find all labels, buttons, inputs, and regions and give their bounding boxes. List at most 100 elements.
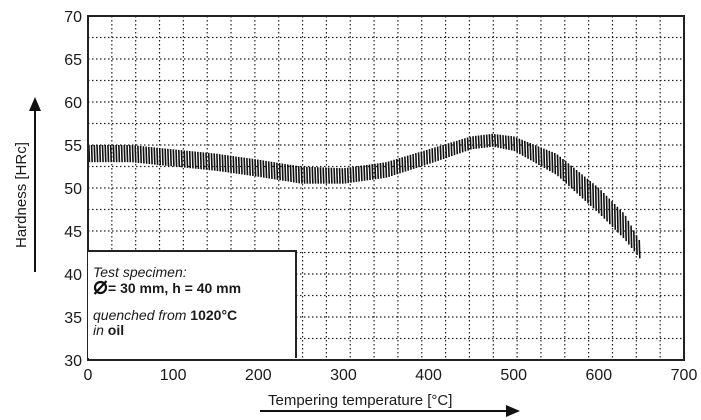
x-tick-label: 200 xyxy=(245,367,272,384)
y-tick-label: 35 xyxy=(64,310,82,327)
band-hatch-stroke xyxy=(632,230,636,252)
band-hatch-stroke xyxy=(158,147,162,166)
band-hatch-stroke xyxy=(207,152,211,171)
band-hatch-stroke xyxy=(594,185,598,211)
band-hatch-stroke xyxy=(485,134,489,148)
band-hatch-stroke xyxy=(553,152,557,175)
band-hatch-stroke xyxy=(251,158,254,177)
band-hatch-stroke xyxy=(401,157,404,173)
band-hatch-stroke xyxy=(112,144,115,163)
band-hatch-stroke xyxy=(499,134,502,149)
band-hatch-stroke xyxy=(458,139,461,154)
band-hatch-stroke xyxy=(180,150,183,168)
band-hatch-stroke xyxy=(316,167,320,184)
band-hatch-stroke xyxy=(630,225,633,249)
x-tick-label: 400 xyxy=(415,367,442,384)
band-hatch-stroke xyxy=(360,165,363,182)
band-hatch-stroke xyxy=(349,167,352,183)
note-quenched-text: quenched from xyxy=(93,307,191,323)
band-hatch-stroke xyxy=(390,160,393,177)
band-hatch-stroke xyxy=(491,133,494,147)
band-hatch-stroke xyxy=(597,187,600,214)
band-hatch-stroke xyxy=(218,154,222,172)
x-tick-label: 300 xyxy=(330,367,357,384)
x-axis-label: Tempering temperature [°C] xyxy=(268,392,452,409)
band-hatch-stroke xyxy=(529,143,532,161)
band-hatch-stroke xyxy=(137,145,140,163)
band-hatch-stroke xyxy=(532,144,535,162)
band-hatch-stroke xyxy=(213,153,216,171)
band-hatch-stroke xyxy=(267,161,271,179)
band-hatch-stroke xyxy=(507,135,510,150)
band-hatch-stroke xyxy=(385,162,388,178)
band-hatch-stroke xyxy=(635,235,638,255)
band-hatch-stroke xyxy=(488,134,491,148)
band-hatch-stroke xyxy=(409,154,412,170)
band-hatch-stroke xyxy=(164,148,167,166)
x-tick-labels: 0 100 200 300 400 500 600 700 xyxy=(84,367,698,384)
band-hatch-stroke xyxy=(153,147,156,165)
note-medium: oil xyxy=(103,322,125,338)
band-hatch-stroke xyxy=(450,142,453,157)
band-hatch-stroke xyxy=(523,140,527,158)
band-hatch-stroke xyxy=(90,144,93,163)
band-hatch-stroke xyxy=(270,161,273,179)
series-band xyxy=(88,133,641,259)
x-tick-label: 500 xyxy=(500,367,527,384)
band-hatch-stroke xyxy=(327,167,331,184)
band-hatch-stroke xyxy=(455,140,459,155)
band-hatch-stroke xyxy=(431,148,434,163)
band-hatch-stroke xyxy=(556,154,559,177)
band-hatch-stroke xyxy=(415,153,418,169)
band-hatch-stroke xyxy=(398,158,401,174)
band-hatch-stroke xyxy=(118,144,121,163)
band-hatch-stroke xyxy=(474,135,478,149)
band-hatch-stroke xyxy=(502,135,505,149)
band-hatch-stroke xyxy=(428,149,431,164)
band-hatch-stroke xyxy=(156,147,159,165)
x-tick-label: 600 xyxy=(586,367,613,384)
band-hatch-stroke xyxy=(352,166,355,183)
band-hatch-stroke xyxy=(314,167,317,184)
band-hatch-stroke xyxy=(177,149,181,168)
grid xyxy=(88,16,684,360)
band-hatch-stroke xyxy=(169,149,172,167)
band-hatch-stroke xyxy=(417,152,420,168)
band-hatch-stroke xyxy=(341,168,344,184)
band-hatch-stroke xyxy=(325,167,328,184)
band-hatch-stroke xyxy=(199,152,202,170)
y-tick-label: 65 xyxy=(64,52,82,69)
band-hatch-stroke xyxy=(466,137,469,151)
band-hatch-stroke xyxy=(461,139,464,153)
band-hatch-stroke xyxy=(300,166,303,184)
band-hatch-stroke xyxy=(436,146,439,161)
y-tick-label: 45 xyxy=(64,224,82,241)
band-hatch-stroke xyxy=(191,151,194,169)
band-hatch-stroke xyxy=(371,164,374,180)
band-hatch-stroke xyxy=(368,164,371,181)
band-hatch-stroke xyxy=(126,144,129,163)
band-hatch-stroke xyxy=(477,135,480,149)
y-tick-label: 50 xyxy=(64,181,82,198)
band-hatch-stroke xyxy=(286,164,290,182)
y-tick-label: 60 xyxy=(64,95,82,112)
band-hatch-stroke xyxy=(611,201,614,228)
band-hatch-stroke xyxy=(259,159,262,178)
band-hatch-stroke xyxy=(289,164,292,183)
band-hatch-stroke xyxy=(306,166,309,184)
band-hatch-stroke xyxy=(150,147,153,165)
band-hatch-stroke xyxy=(297,166,301,184)
x-axis-arrow-head xyxy=(506,405,520,417)
band-hatch-stroke xyxy=(205,152,208,170)
band-hatch-stroke xyxy=(128,144,132,163)
y-tick-label: 40 xyxy=(64,267,82,284)
band-hatch-stroke xyxy=(567,163,570,187)
band-hatch-stroke xyxy=(284,163,287,182)
band-hatch-stroke xyxy=(248,158,252,176)
band-hatch-stroke xyxy=(276,162,279,180)
band-hatch-stroke xyxy=(374,163,377,180)
band-hatch-stroke xyxy=(439,145,442,160)
band-hatch-stroke xyxy=(295,165,298,183)
band-hatch-stroke xyxy=(183,150,186,168)
